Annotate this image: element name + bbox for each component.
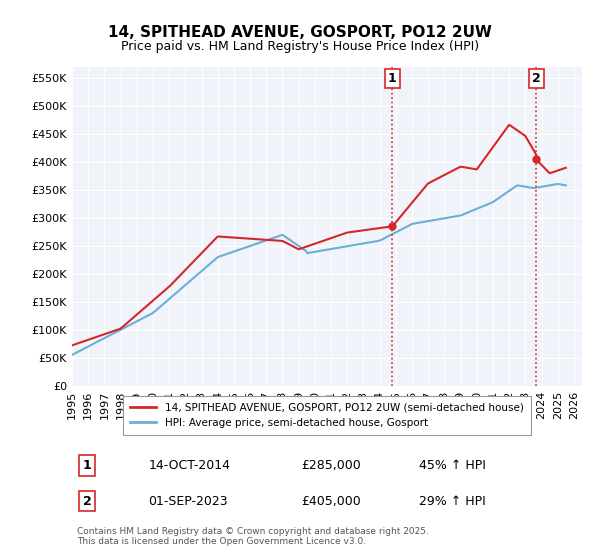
Text: Price paid vs. HM Land Registry's House Price Index (HPI): Price paid vs. HM Land Registry's House … xyxy=(121,40,479,53)
Text: 01-SEP-2023: 01-SEP-2023 xyxy=(149,494,228,508)
Text: 2: 2 xyxy=(83,494,92,508)
Text: 14-OCT-2014: 14-OCT-2014 xyxy=(149,459,230,472)
Text: 29% ↑ HPI: 29% ↑ HPI xyxy=(419,494,485,508)
Text: 14, SPITHEAD AVENUE, GOSPORT, PO12 2UW: 14, SPITHEAD AVENUE, GOSPORT, PO12 2UW xyxy=(108,25,492,40)
Text: £405,000: £405,000 xyxy=(302,494,361,508)
Text: 2: 2 xyxy=(532,72,541,85)
Text: 45% ↑ HPI: 45% ↑ HPI xyxy=(419,459,485,472)
Text: 1: 1 xyxy=(83,459,92,472)
Text: £285,000: £285,000 xyxy=(302,459,361,472)
Text: 1: 1 xyxy=(388,72,397,85)
Legend: 14, SPITHEAD AVENUE, GOSPORT, PO12 2UW (semi-detached house), HPI: Average price: 14, SPITHEAD AVENUE, GOSPORT, PO12 2UW (… xyxy=(123,395,531,435)
Text: Contains HM Land Registry data © Crown copyright and database right 2025.
This d: Contains HM Land Registry data © Crown c… xyxy=(77,526,429,546)
